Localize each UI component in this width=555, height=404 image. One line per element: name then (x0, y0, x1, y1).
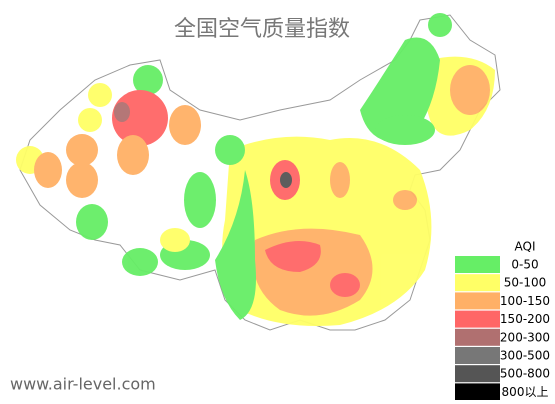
legend-label: 50-100 (504, 276, 547, 290)
aqi-zones (16, 13, 495, 326)
legend-title: AQI (515, 240, 536, 254)
legend-swatch (455, 347, 500, 364)
legend-swatch (455, 274, 500, 292)
legend-swatch (455, 256, 500, 273)
watermark: www.air-level.com (10, 375, 156, 394)
legend-swatch (455, 292, 500, 310)
title: 全国空气质量指数 (174, 17, 350, 42)
map-area (16, 13, 501, 331)
legend-label: 500-800 (500, 367, 550, 381)
legend-swatch (455, 383, 500, 401)
legend-label: 200-300 (500, 330, 550, 344)
legend: AQI 0-50 50-100 100-150 150-200 200-300 300-5… (453, 237, 555, 401)
legend-label: 100-150 (500, 294, 550, 308)
legend-swatch (455, 365, 500, 383)
legend-swatch (455, 310, 500, 328)
legend-swatch (455, 328, 500, 346)
legend-label: 150-200 (500, 312, 550, 326)
legend-label: 300-500 (500, 349, 550, 363)
legend-label: 0-50 (511, 258, 538, 272)
legend-label: 800以上 (502, 385, 549, 399)
